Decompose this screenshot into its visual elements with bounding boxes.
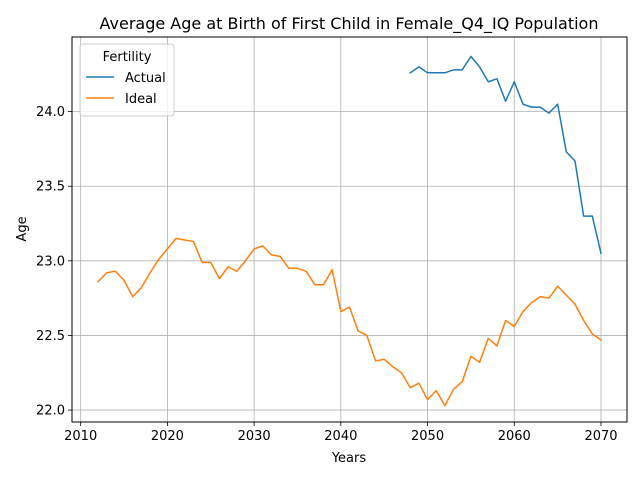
series-line-ideal [96, 237, 603, 407]
y-tick-label: 23.5 [36, 180, 65, 195]
legend: Fertility Actual Ideal [79, 43, 175, 117]
series-lines [96, 55, 603, 407]
x-axis-label: Years [331, 451, 367, 466]
x-tick-label: 2010 [64, 429, 97, 444]
plot-frame [71, 36, 628, 423]
y-tick-label: 22.5 [36, 329, 65, 344]
x-tick-label: 2070 [584, 429, 617, 444]
legend-title: Fertility [103, 50, 152, 65]
legend-label-ideal: Ideal [125, 92, 157, 107]
x-tick-label: 2020 [151, 429, 184, 444]
axis-ticks: 2010 2020 2030 2040 2050 2060 2070 22.0 22.5 23.0… [36, 105, 617, 444]
x-tick-label: 2040 [324, 429, 357, 444]
chart-title: Average Age at Birth of First Child in F… [100, 14, 599, 34]
y-tick-label: 24.0 [36, 105, 65, 120]
legend-label-actual: Actual [125, 71, 166, 86]
y-axis-label: Age [15, 216, 30, 241]
x-tick-label: 2050 [411, 429, 444, 444]
series-line-actual [409, 55, 602, 255]
x-tick-label: 2060 [498, 429, 531, 444]
y-tick-label: 23.0 [36, 254, 65, 269]
x-tick-label: 2030 [238, 429, 271, 444]
grid [72, 37, 627, 422]
y-tick-label: 22.0 [36, 404, 65, 419]
